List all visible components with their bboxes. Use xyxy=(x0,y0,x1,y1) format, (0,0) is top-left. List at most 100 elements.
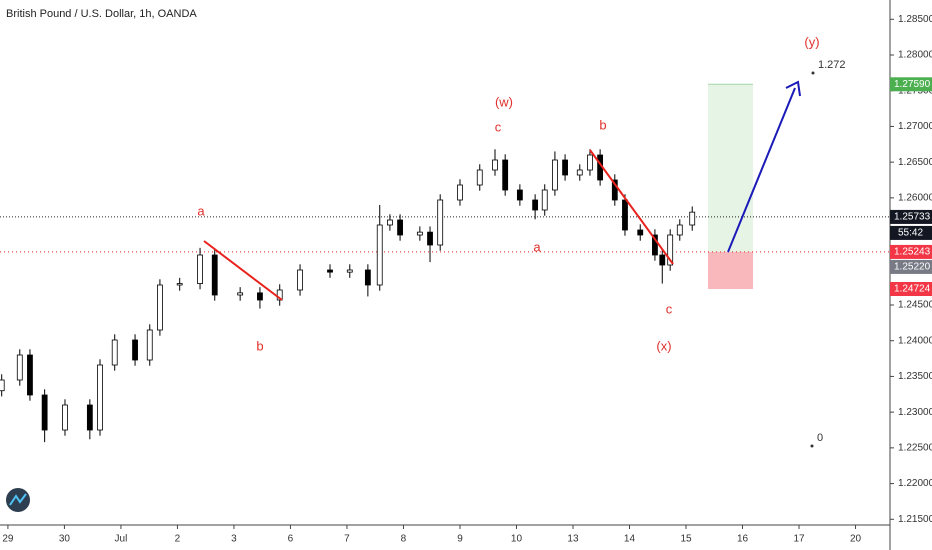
candle-body xyxy=(176,283,183,286)
candle-body xyxy=(97,364,103,431)
candle-body xyxy=(387,219,393,226)
x-tick-label: 13 xyxy=(567,534,579,545)
candle-body xyxy=(562,159,568,176)
candle-body xyxy=(552,159,558,191)
y-tick-label: 1.24500 xyxy=(898,300,932,311)
candle-body xyxy=(146,329,153,361)
candle-body xyxy=(41,394,48,431)
y-tick-label: 1.23500 xyxy=(898,371,932,382)
stop-zone xyxy=(708,251,753,289)
candle-body xyxy=(611,179,618,201)
trend-line xyxy=(589,149,674,265)
candle-body xyxy=(637,229,644,236)
y-tick-label: 1.22500 xyxy=(898,442,932,453)
candle-body xyxy=(111,339,118,366)
candle-body xyxy=(476,169,483,186)
fib-label: 0 xyxy=(817,432,823,444)
candle-body xyxy=(257,292,263,301)
price-axis xyxy=(890,0,932,550)
x-tick-label: 8 xyxy=(401,534,407,545)
chart-title: British Pound / U.S. Dollar, 1h, OANDA xyxy=(6,8,197,20)
wave-label: b xyxy=(599,117,606,132)
x-tick-label: 20 xyxy=(850,534,862,545)
price-label-box xyxy=(890,77,932,92)
candle-body xyxy=(0,379,5,392)
candle-body xyxy=(16,354,23,381)
candle-body xyxy=(416,231,423,236)
candle-body xyxy=(297,269,303,291)
fib-label: 1.272 xyxy=(818,59,846,71)
x-tick-label: 7 xyxy=(344,534,350,545)
candle-body xyxy=(276,289,283,301)
y-tick-label: 1.26000 xyxy=(898,192,932,203)
price-label-box xyxy=(890,209,932,224)
price-label: 1.25243 xyxy=(894,247,931,258)
wave-label: c xyxy=(495,119,502,134)
candle-body xyxy=(576,169,583,176)
x-tick-label: 9 xyxy=(457,534,463,545)
candle-body xyxy=(659,254,666,266)
price-label-box xyxy=(890,244,932,259)
x-tick-label: 16 xyxy=(737,534,749,545)
candle-body xyxy=(676,224,683,236)
wave-label: a xyxy=(533,239,541,254)
candle-body xyxy=(689,211,696,226)
candle-body xyxy=(157,284,163,331)
y-tick-label: 1.27000 xyxy=(898,121,932,132)
x-tick-label: 2 xyxy=(175,534,181,545)
fib-point xyxy=(810,444,814,448)
wave-label: (x) xyxy=(656,338,671,353)
candle-body xyxy=(211,254,218,296)
candle-body xyxy=(86,404,93,431)
price-label-box xyxy=(890,282,932,296)
target-zone xyxy=(708,84,753,252)
x-tick-label: 29 xyxy=(2,534,14,545)
candle-body xyxy=(132,339,138,361)
candle-body xyxy=(502,159,509,191)
x-tick-label: 30 xyxy=(59,534,71,545)
candle-body xyxy=(622,199,628,231)
candle-body xyxy=(532,199,539,211)
price-label: 1.27590 xyxy=(894,79,931,90)
x-tick-label: 17 xyxy=(793,534,805,545)
logo-mark xyxy=(9,493,27,506)
candle-body xyxy=(197,254,203,284)
x-tick-label: Jul xyxy=(115,534,128,545)
countdown: 55:42 xyxy=(898,228,923,239)
y-tick-label: 1.26500 xyxy=(898,157,932,168)
y-tick-label: 1.21500 xyxy=(898,514,932,525)
y-tick-label: 1.24000 xyxy=(898,335,932,346)
candle-body xyxy=(437,199,444,246)
candle-body xyxy=(541,189,548,211)
x-tick-label: 3 xyxy=(231,534,237,545)
wave-label: c xyxy=(666,301,673,316)
candle-body xyxy=(346,269,353,273)
candle-body xyxy=(457,184,463,201)
x-tick-label: 10 xyxy=(511,534,523,545)
y-tick-label: 1.22000 xyxy=(898,478,932,489)
fib-point xyxy=(811,71,815,75)
wave-label: (w) xyxy=(495,94,513,109)
price-label-box xyxy=(890,259,932,274)
candle-body xyxy=(492,159,498,171)
trend-line xyxy=(203,240,283,301)
x-tick-label: 14 xyxy=(624,534,636,545)
countdown-box xyxy=(890,225,932,240)
wave-label: b xyxy=(256,338,263,353)
candle-body xyxy=(376,224,383,286)
x-tick-label: 6 xyxy=(288,534,294,545)
candle-body xyxy=(364,269,371,286)
candle-body xyxy=(652,234,658,256)
y-tick-label: 1.28500 xyxy=(898,14,932,25)
candle-body xyxy=(587,154,593,171)
candle-body xyxy=(427,231,433,246)
candle-body xyxy=(327,269,333,273)
projection-arrow xyxy=(727,87,796,253)
wave-label: (y) xyxy=(804,34,819,49)
price-label: 1.24724 xyxy=(894,284,931,295)
arrow-head xyxy=(785,80,801,97)
y-tick-label: 1.23000 xyxy=(898,407,932,418)
candle-body xyxy=(667,234,674,266)
candle-body xyxy=(237,292,244,296)
